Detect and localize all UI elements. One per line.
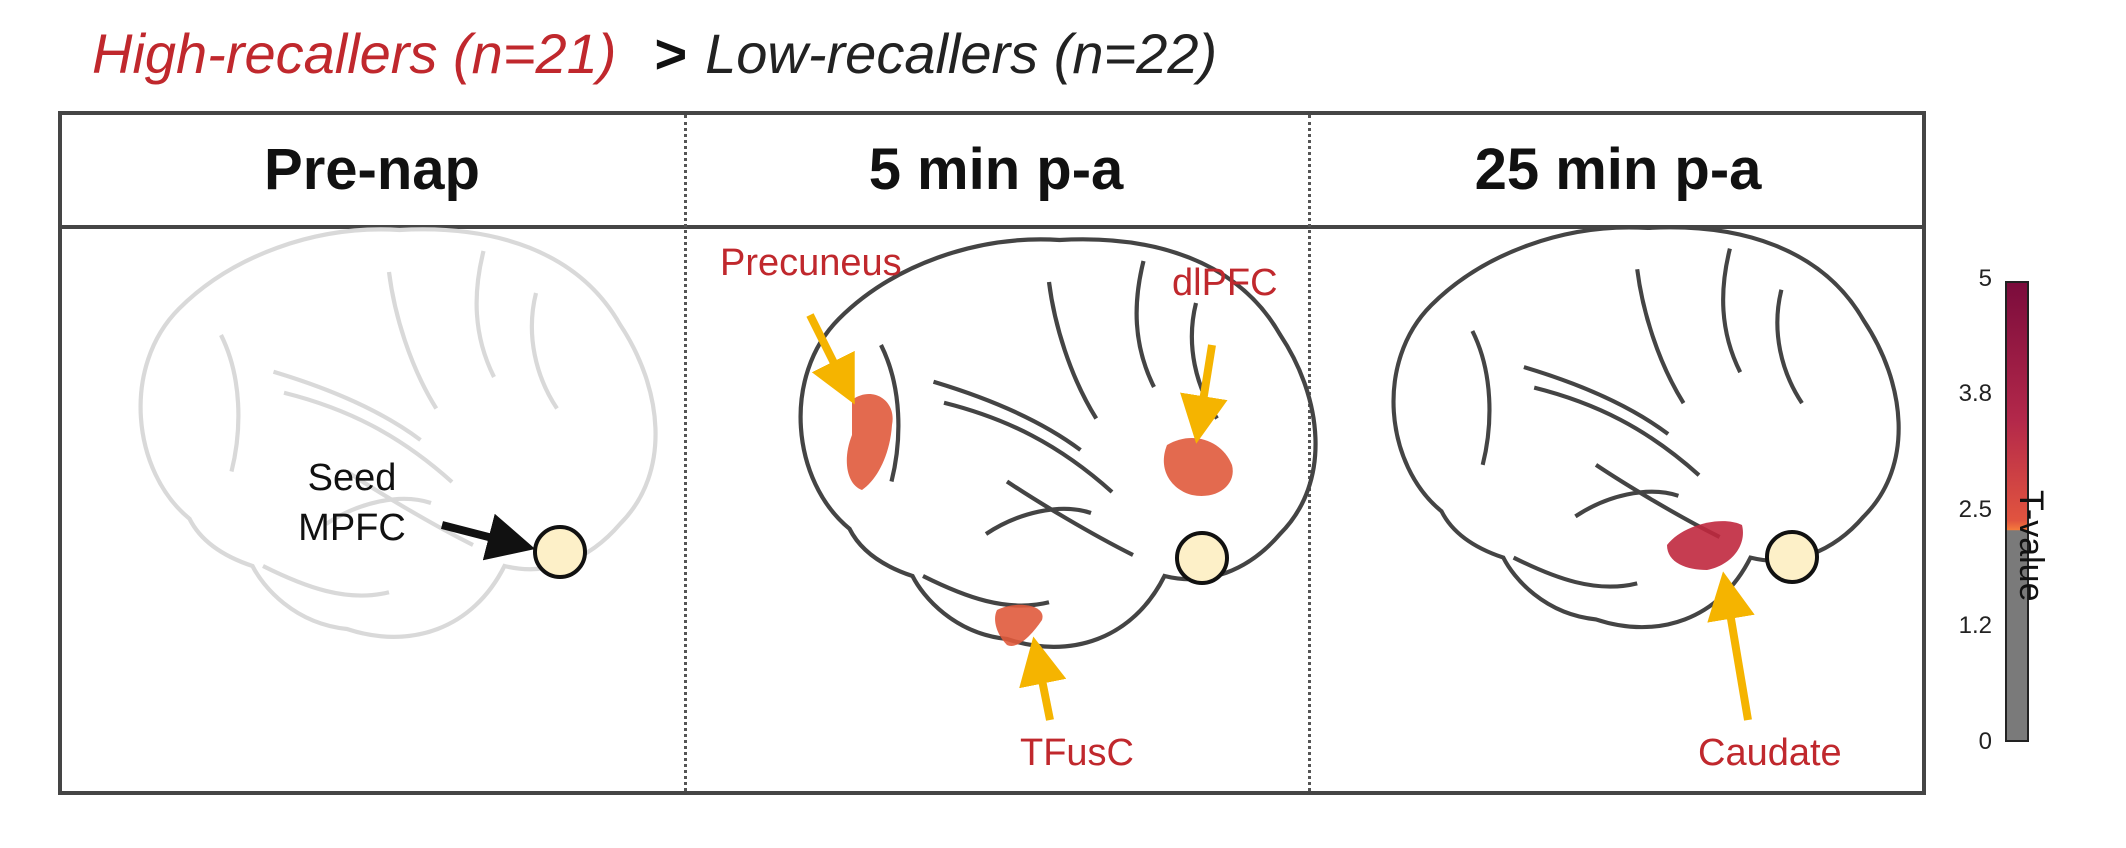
panel-frame: Pre-nap 5 min p-a 25 min p-a: [58, 111, 1926, 795]
seed-arrow: [441, 513, 536, 561]
colorbar-tick-0: 0: [1978, 728, 1992, 755]
arrow-precuneus: [806, 313, 855, 405]
arrow-dlpfc: [1180, 344, 1228, 444]
label-precuneus: Precuneus: [720, 242, 902, 284]
activation-blobs-25min: [1667, 521, 1743, 570]
panel-separator-1: [684, 115, 687, 791]
colorbar-tick-3-8: 3.8: [1958, 380, 1992, 407]
panel-separator-2: [1308, 115, 1311, 791]
panel-header-pre-nap: Pre-nap: [264, 137, 480, 202]
seed-circle-1: [533, 525, 587, 579]
title-low-recallers: Low-recallers (n=22): [705, 22, 1218, 85]
colorbar-tick-5: 5: [1978, 265, 1992, 292]
colorbar-tick-2-5: 2.5: [1958, 496, 1992, 523]
seed-circle-3: [1765, 530, 1819, 584]
panel-header-25min: 25 min p-a: [1474, 137, 1762, 202]
label-mpfc: MPFC: [298, 507, 406, 549]
seed-circle-2: [1175, 531, 1229, 585]
brain-panels: Seed MPFC Precuneus dlPFC TFusC Caudate: [62, 115, 1930, 774]
title-operator: >: [654, 22, 688, 85]
colorbar: [2005, 281, 2029, 742]
arrow-caudate: [1707, 571, 1755, 721]
label-tfusc: TFusC: [1020, 732, 1134, 774]
label-seed: Seed: [308, 457, 397, 499]
label-dlpfc: dlPFC: [1172, 262, 1278, 304]
label-caudate: Caudate: [1698, 732, 1842, 774]
panel-header-5min: 5 min p-a: [868, 137, 1124, 202]
activation-blobs-5min: [846, 394, 1233, 646]
brain-25min: [1394, 227, 1899, 627]
arrow-tfusc: [1019, 636, 1067, 721]
figure-title: High-recallers (n=21) > Low-recallers (n=2…: [92, 14, 1217, 94]
colorbar-tick-1-2: 1.2: [1958, 612, 1992, 639]
brain-pre-nap: [141, 229, 656, 637]
title-high-recallers: High-recallers (n=21): [92, 22, 617, 85]
header-divider: [62, 225, 1922, 229]
colorbar-label: T-value: [2012, 490, 2050, 602]
